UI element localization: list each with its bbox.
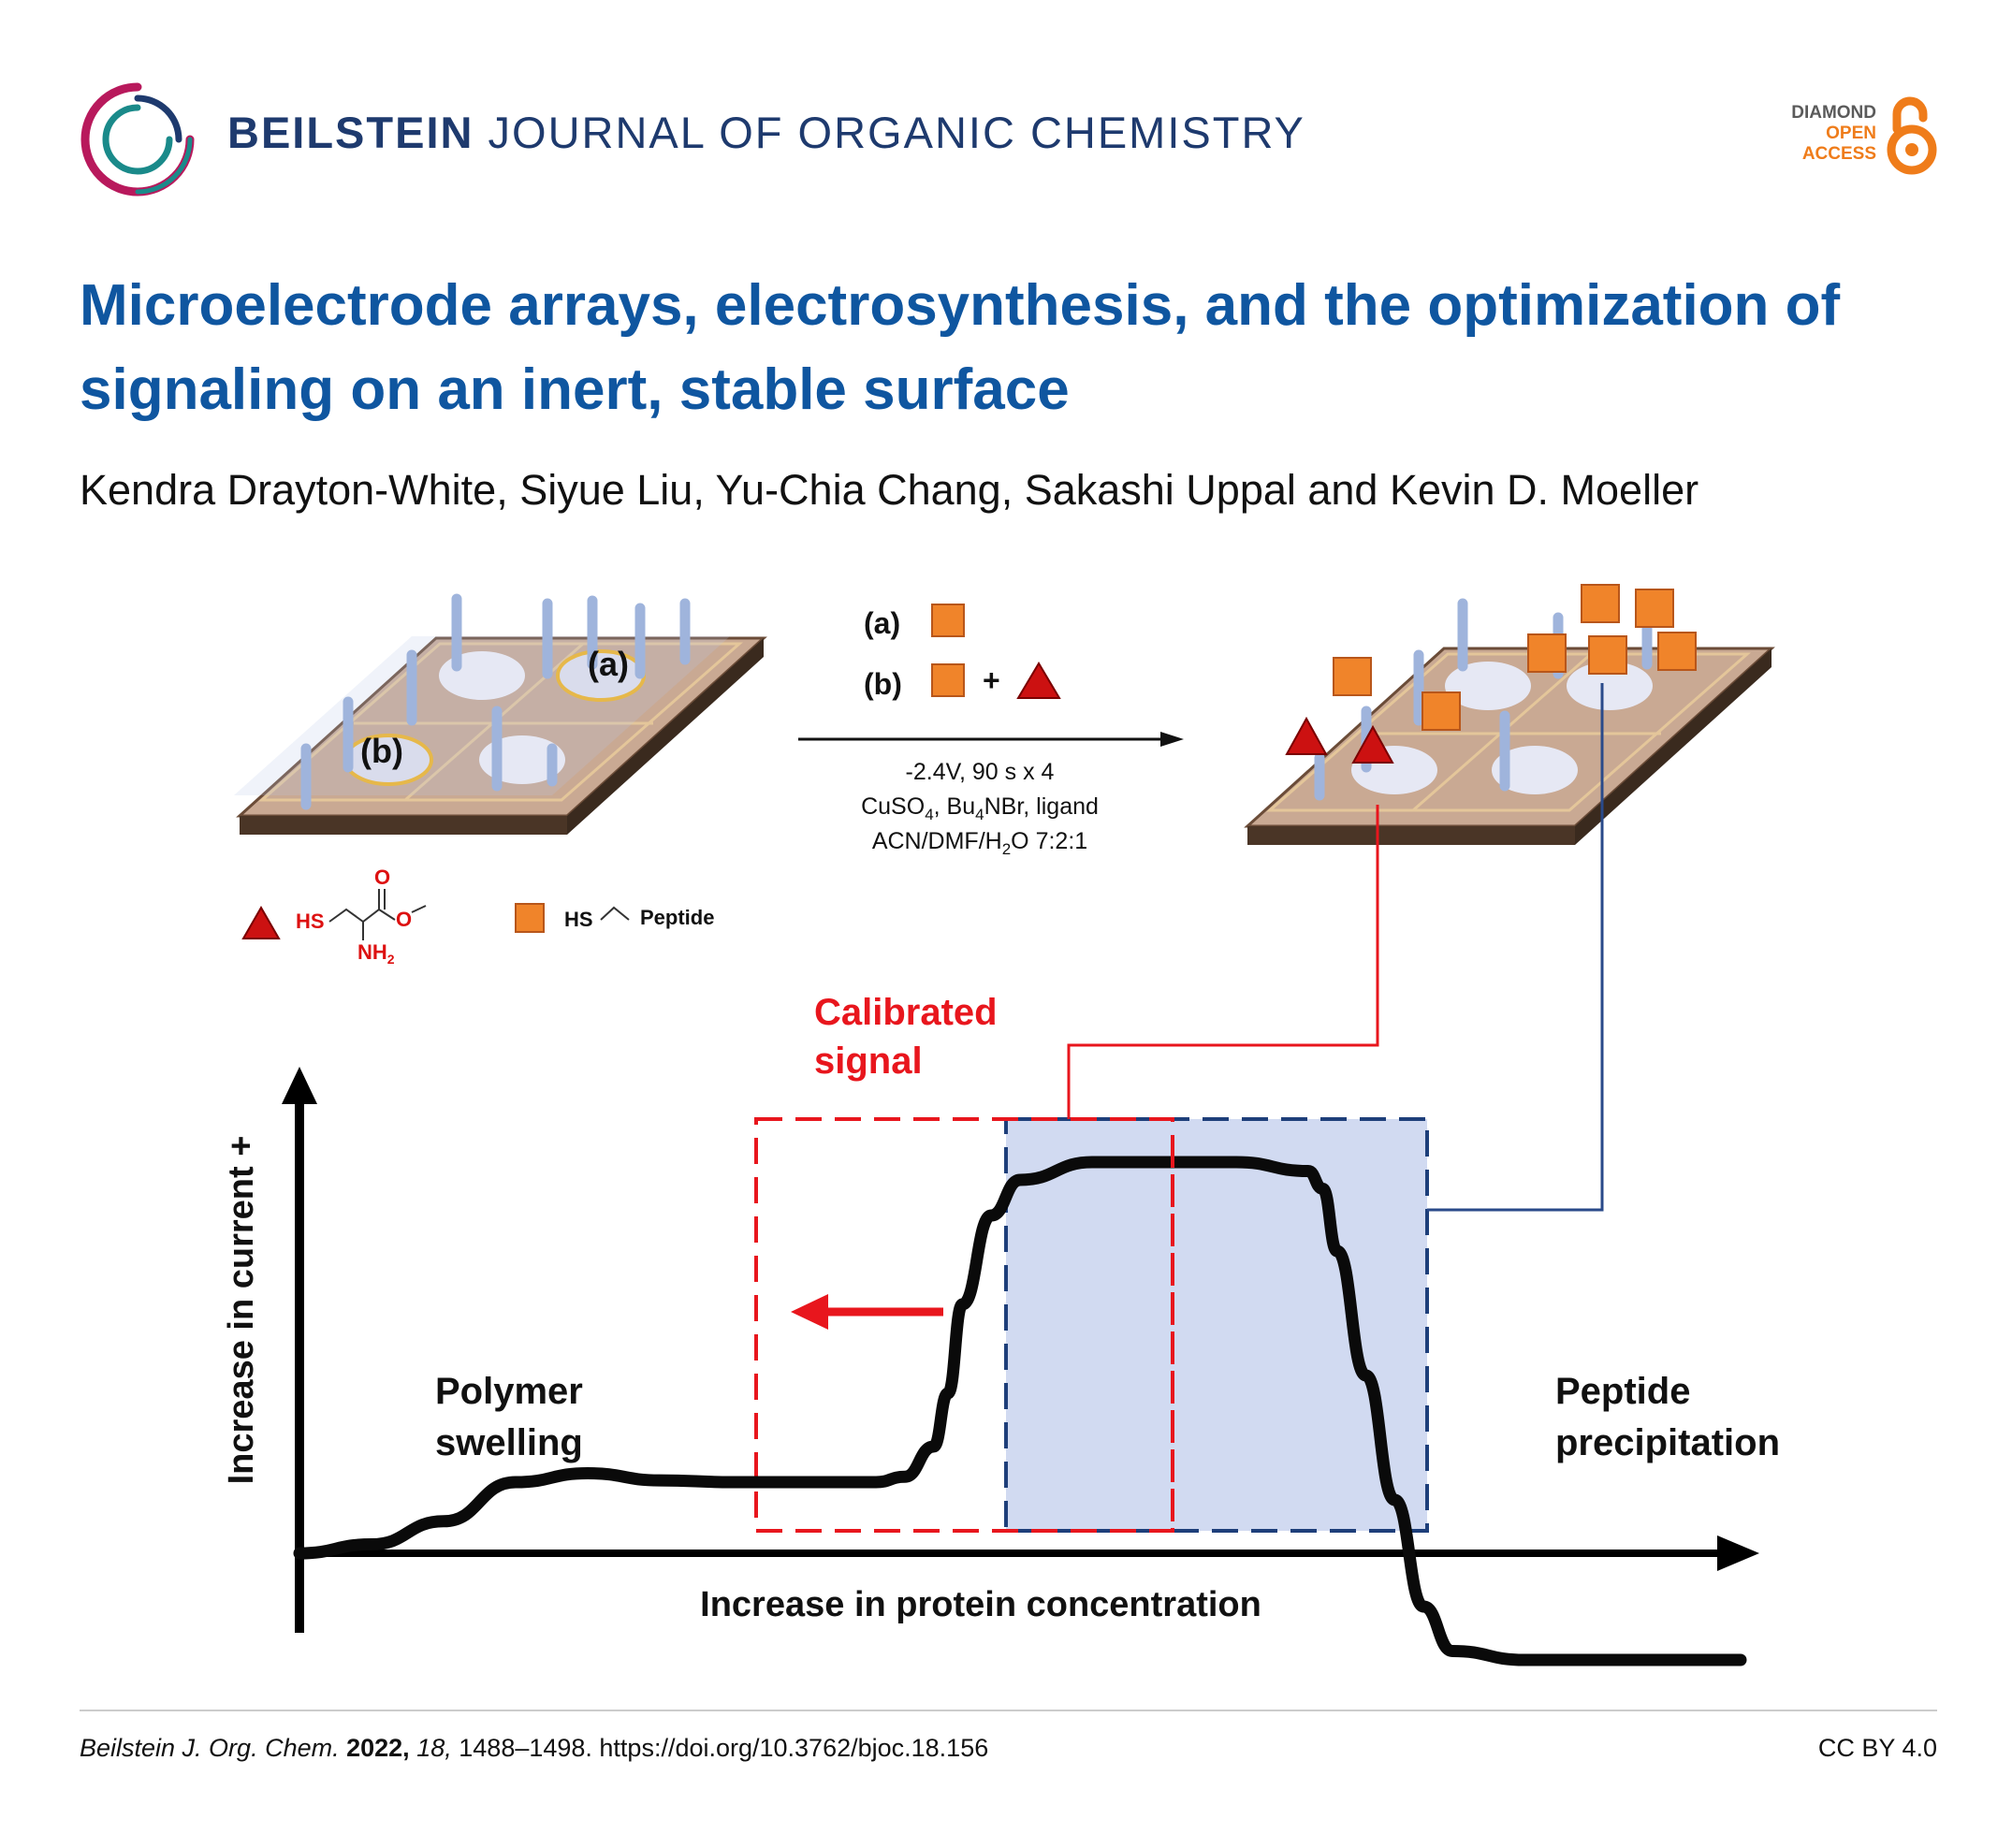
- conditions-line2: CuSO4, Bu4NBr, ligand: [861, 793, 1099, 823]
- svg-text:Polymer: Polymer: [435, 1371, 583, 1412]
- oa-line-diamond: DIAMOND: [1791, 103, 1876, 123]
- hs-label: HS: [296, 909, 325, 933]
- y-axis-label: Increase in current +: [222, 1136, 261, 1485]
- x-axis-label: Increase in protein concentration: [700, 1585, 1261, 1624]
- red-connector-line: [1067, 805, 1379, 1119]
- annotation-peptide-precipitation: Peptide precipitation: [1555, 1371, 1780, 1463]
- cube-cluster: [1333, 584, 1697, 731]
- cube-icon: [515, 903, 545, 933]
- license: CC BY 4.0: [1817, 1734, 1937, 1762]
- triangle-icon: [1351, 724, 1394, 764]
- conditions-line3: ACN/DMF/H2O 7:2:1: [872, 828, 1087, 858]
- chip-right: [1244, 584, 1775, 845]
- label-b: (b): [360, 732, 403, 770]
- oxygen-label: O: [374, 866, 390, 889]
- triangle-icon: [1285, 716, 1328, 755]
- oa-line-open: OPEN: [1826, 124, 1876, 143]
- label-a: (a): [588, 645, 629, 683]
- triangle-icon: [1016, 662, 1061, 699]
- x-axis-arrowhead-icon: [1717, 1535, 1759, 1571]
- y-axis-arrowhead-icon: [282, 1067, 317, 1104]
- svg-text:Peptide: Peptide: [1555, 1371, 1690, 1412]
- chip-left: (b) (a): [234, 593, 767, 835]
- annotation-polymer-swelling: Polymer swelling: [435, 1371, 583, 1463]
- footer-divider: [80, 1710, 1937, 1711]
- triangle-icon: [241, 905, 281, 939]
- svg-text:swelling: swelling: [435, 1422, 583, 1463]
- article-title: Microelectrode arrays, electrosynthesis,…: [80, 273, 1841, 422]
- journal-logo-icon: [80, 82, 195, 196]
- svg-text:Calibrated: Calibrated: [814, 992, 998, 1033]
- amine-label: NH2: [357, 940, 395, 967]
- annotation-calibrated-signal: Calibrated signal: [814, 992, 998, 1082]
- article-authors: Kendra Drayton-White, Siyue Liu, Yu-Chia…: [80, 466, 1699, 514]
- plus-sign: +: [983, 663, 1000, 697]
- thiol-peptide-structure: HS Peptide: [564, 906, 714, 931]
- peptide-window-fill: [1006, 1119, 1427, 1531]
- reaction-conditions: -2.4V, 90 s x 4 CuSO4, Bu4NBr, ligand AC…: [861, 759, 1099, 858]
- cysteine-structure: HS O O NH2: [296, 866, 427, 967]
- citation: Beilstein J. Org. Chem. 2022, 18, 1488–1…: [80, 1734, 989, 1762]
- open-access-badge: DIAMOND OPEN ACCESS: [1773, 103, 1876, 165]
- peptide-window-box: [1004, 1117, 1429, 1533]
- cube-icon: [931, 663, 965, 697]
- svg-text:precipitation: precipitation: [1555, 1422, 1780, 1463]
- hs-peptide-label: HS: [564, 908, 593, 931]
- peptide-label: Peptide: [640, 906, 714, 929]
- shift-arrowhead-icon: [791, 1294, 828, 1330]
- cube-icon: [931, 604, 965, 637]
- reagent-label-b: (b): [864, 667, 902, 701]
- open-lock-icon: [1887, 96, 1937, 175]
- blue-connector-line: [1427, 683, 1604, 1212]
- svg-text:signal: signal: [814, 1040, 923, 1082]
- reaction-arrowhead-icon: [1160, 732, 1184, 747]
- reagent-label-a: (a): [864, 606, 900, 640]
- data-series-current: [293, 1156, 1747, 1666]
- ester-oxygen-label: O: [396, 908, 412, 931]
- conditions-line1: -2.4V, 90 s x 4: [906, 759, 1055, 785]
- calibrated-window-box: [754, 1117, 1174, 1533]
- journal-name: BEILSTEIN JOURNAL OF ORGANIC CHEMISTRY: [227, 108, 1305, 157]
- oa-line-access: ACCESS: [1801, 144, 1876, 164]
